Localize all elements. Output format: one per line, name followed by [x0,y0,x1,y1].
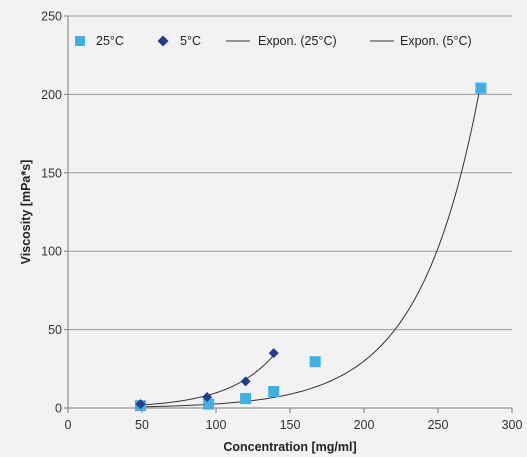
x-tick-label-300: 300 [502,418,523,432]
y-tick-label-250: 250 [41,10,62,24]
y-tick-label-100: 100 [41,245,62,259]
legend-label-25c: 25°C [96,34,124,48]
legend-marker-25c [75,36,85,46]
point-series0-3 [268,386,280,398]
axes [64,15,513,413]
y-tick-label-0: 0 [55,402,62,416]
x-tick-labels: 0 50 100 150 200 250 300 [65,418,523,432]
point-series1-2 [240,376,251,387]
point-series0-5 [475,82,487,94]
point-series0-4 [309,356,321,368]
legend-label-5c: 5°C [180,34,201,48]
data-points [135,82,487,412]
point-series1-0 [135,399,146,410]
trendline-0 [140,82,482,408]
legend-label-expon-5c: Expon. (5°C) [400,34,472,48]
x-tick-label-200: 200 [354,418,375,432]
x-tick-label-250: 250 [428,418,449,432]
y-tick-label-150: 150 [41,166,62,180]
point-series0-2 [240,393,252,405]
point-series1-3 [268,348,279,359]
y-tick-label-50: 50 [48,323,62,337]
legend: 25°C 5°C Expon. (25°C) Expon. (5°C) [75,34,472,48]
x-tick-label-150: 150 [280,418,301,432]
x-tick-label-0: 0 [65,418,72,432]
y-tick-labels: 0 50 100 150 200 250 [41,10,62,416]
legend-label-expon-25c: Expon. (25°C) [258,34,337,48]
x-tick-label-50: 50 [135,418,149,432]
x-axis-title: Concentration [mg/ml] [223,440,356,454]
point-series1-1 [202,392,213,403]
point-series0-1 [203,398,215,410]
gridlines [68,15,512,331]
x-tick-label-100: 100 [206,418,227,432]
legend-marker-5c [157,35,169,47]
y-tick-label-200: 200 [41,88,62,102]
y-axis-title: Viscosity [mPa*s] [19,160,33,265]
